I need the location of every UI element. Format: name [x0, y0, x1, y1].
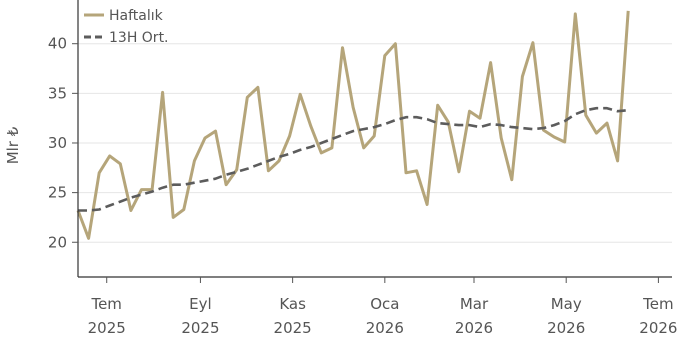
y-tick-label-20: 20	[48, 233, 67, 251]
x-tick-label-month-3: Oca	[370, 295, 399, 313]
series-layer	[76, 10, 630, 240]
x-tick-label-year-1: 2025	[181, 319, 219, 337]
y-tick-label-35: 35	[48, 84, 67, 102]
y-axis-label: Mlr ₺	[4, 126, 22, 164]
x-tick-label-month-6: Tem	[642, 295, 673, 313]
series-line-1	[78, 106, 629, 212]
y-tick-label-25: 25	[48, 184, 67, 202]
axes	[77, 0, 672, 278]
x-tick-label-year-6: 2026	[639, 319, 677, 337]
legend-label-1: 13H Ort.	[109, 30, 169, 46]
y-tick-label-30: 30	[48, 134, 67, 152]
x-tick-label-year-2: 2025	[274, 319, 312, 337]
y-ticks: 20 25 30 35 40	[48, 35, 78, 251]
x-tick-label-year-4: 2026	[455, 319, 493, 337]
x-tick-label-year-5: 2026	[547, 319, 585, 337]
x-tick-label-month-2: Kas	[279, 295, 306, 313]
y-tick-label-40: 40	[48, 35, 67, 53]
legend: Haftalık 13H Ort.	[84, 8, 169, 46]
x-tick-label-month-4: Mar	[460, 295, 489, 313]
x-tick-label-year-3: 2026	[366, 319, 404, 337]
series-line-0	[76, 10, 630, 240]
x-tick-label-year-0: 2025	[88, 319, 126, 337]
gridlines	[78, 43, 672, 243]
x-tick-label-month-1: Eyl	[189, 295, 212, 313]
x-tick-label-month-0: Tem	[90, 295, 121, 313]
x-ticks: Tem 2025 Eyl 2025 Kas 2025 Oca 2026 Mar 2026 May 20…	[88, 277, 677, 337]
x-tick-label-month-5: May	[551, 295, 582, 313]
legend-label-0: Haftalık	[109, 8, 164, 24]
